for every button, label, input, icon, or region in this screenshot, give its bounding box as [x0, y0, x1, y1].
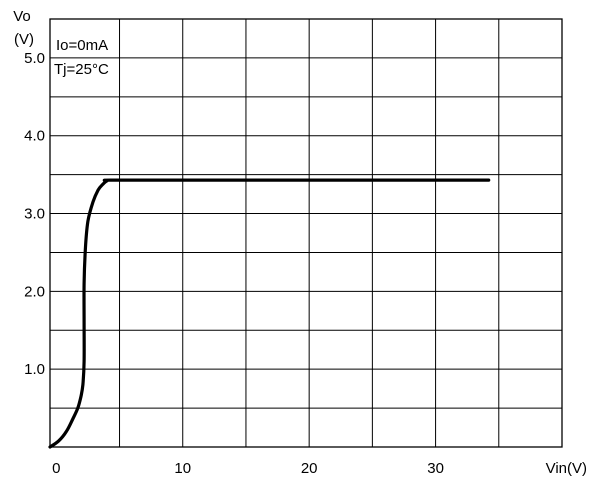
output-voltage-line — [48, 178, 491, 449]
y-tick-label: 3.0 — [24, 206, 45, 223]
y-axis-label-line2: (V) — [14, 31, 34, 48]
x-tick-label: 20 — [301, 460, 318, 477]
y-tick-label: 5.0 — [24, 50, 45, 67]
y-tick-label: 2.0 — [24, 283, 45, 300]
x-tick-label: 10 — [174, 460, 191, 477]
y-axis-label-line1: Vo — [13, 8, 31, 25]
x-tick-label: 30 — [427, 460, 444, 477]
grid — [50, 19, 562, 447]
x-tick-label: 0 — [52, 460, 60, 477]
y-tick-label: 4.0 — [24, 128, 45, 145]
y-tick-label: 1.0 — [24, 361, 45, 378]
annotation-io: Io=0mA — [56, 37, 108, 54]
tick-labels: 0 10 20 30 1.0 2.0 3.0 4.0 5.0 — [24, 50, 444, 477]
annotation-tj: Tj=25°C — [54, 61, 109, 78]
plot-frame — [49, 18, 563, 448]
x-axis-label: Vin(V) — [546, 460, 587, 477]
